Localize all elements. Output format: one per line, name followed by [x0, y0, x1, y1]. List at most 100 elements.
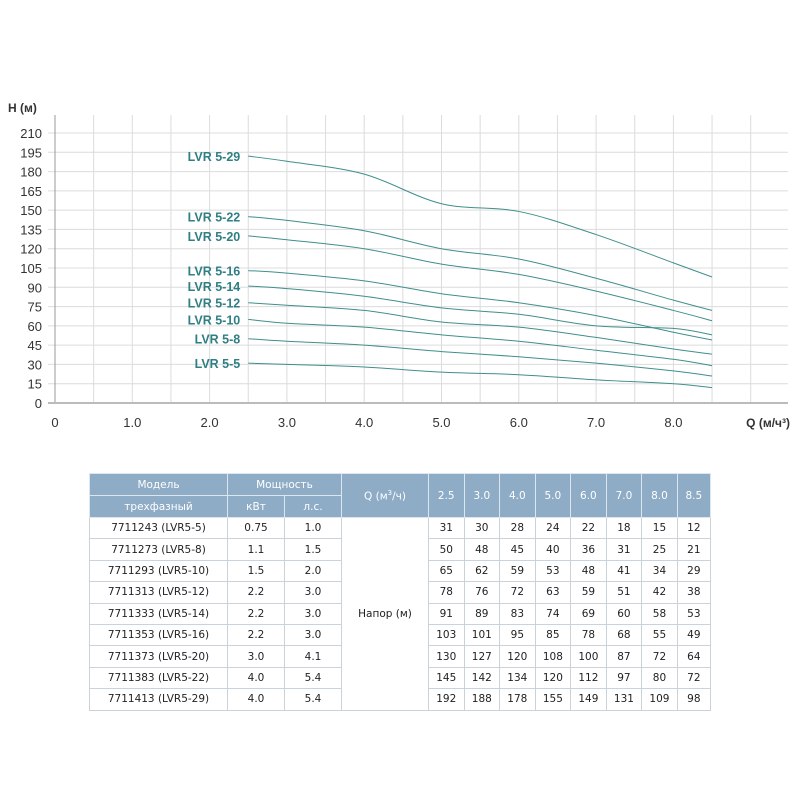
model-cell: 7711353 (LVR5-16)	[89, 623, 228, 647]
hp-cell: 3.0	[284, 623, 342, 647]
header-hp: л.с.	[284, 495, 342, 518]
head-value-cell: 12	[676, 516, 712, 540]
head-value-cell: 53	[676, 602, 712, 625]
x-tick-label: 3.0	[278, 415, 296, 430]
series-line	[248, 318, 713, 367]
model-cell: 7711273 (LVR5-8)	[89, 538, 228, 561]
kw-cell: 4.0	[227, 666, 285, 690]
series-line	[248, 338, 713, 377]
model-cell: 7711413 (LVR5-29)	[89, 688, 228, 711]
y-tick-label: 60	[28, 319, 42, 334]
pump-data-table: Модель Мощность Q (м3/ч) 2.5 3.0 4.0 5.0…	[89, 473, 712, 711]
y-tick-label: 105	[20, 261, 42, 276]
x-tick-label: 4.0	[355, 415, 373, 430]
table-row: 7711313 (LVR5-12) 2.2 3.0 78 76 72 63 59 51 42 38	[89, 581, 712, 604]
header-power: Мощность	[227, 473, 342, 496]
head-value-cell: 101	[463, 623, 501, 647]
kw-cell: 4.0	[227, 688, 285, 711]
head-value-cell: 131	[605, 688, 643, 711]
head-value-cell: 100	[570, 645, 607, 668]
head-value-cell: 58	[641, 602, 678, 625]
series-label: LVR 5-8	[195, 333, 241, 347]
y-tick-label: 0	[35, 396, 42, 411]
table-row: 7711243 (LVR5-5) 0.75 1.0 Напор (м) 31 30 28 24…	[89, 516, 712, 711]
y-tick-label: 75	[28, 300, 42, 315]
header-q-value: 4.0	[499, 473, 536, 518]
hp-cell: 1.5	[284, 538, 342, 561]
y-tick-label: 120	[20, 242, 42, 257]
head-value-cell: 18	[605, 516, 643, 540]
head-value-cell: 108	[534, 645, 572, 668]
header-q-value: 3.0	[463, 473, 501, 518]
x-tick-label: 6.0	[510, 415, 528, 430]
y-tick-label: 150	[20, 203, 42, 218]
head-value-cell: 130	[428, 645, 465, 668]
x-tick-label: 8.0	[664, 415, 682, 430]
model-cell: 7711293 (LVR5-10)	[89, 559, 228, 583]
head-value-cell: 76	[463, 581, 501, 604]
series-label: LVR 5-12	[188, 297, 241, 311]
model-cell: 7711243 (LVR5-5)	[89, 516, 228, 540]
y-tick-label: 195	[20, 145, 42, 160]
x-tick-label: 7.0	[587, 415, 605, 430]
head-value-cell: 59	[570, 581, 607, 604]
kw-cell: 1.1	[227, 538, 285, 561]
hp-cell: 3.0	[284, 602, 342, 625]
y-tick-label: 135	[20, 222, 42, 237]
kw-cell: 2.2	[227, 581, 285, 604]
head-value-cell: 178	[499, 688, 536, 711]
series-label: LVR 5-14	[188, 280, 241, 294]
series-line	[248, 285, 713, 336]
head-value-cell: 87	[605, 645, 643, 668]
hp-cell: 2.0	[284, 559, 342, 583]
series-line	[248, 235, 713, 322]
y-tick-label: 30	[28, 357, 42, 372]
table-row: 7711373 (LVR5-20) 3.0 4.1 130 127 120 108 100 87…	[89, 645, 712, 668]
model-cell: 7711383 (LVR5-22)	[89, 666, 228, 690]
head-value-cell: 192	[428, 688, 465, 711]
head-value-cell: 98	[676, 688, 712, 711]
head-value-cell: 145	[428, 666, 465, 690]
table-row: 7711333 (LVR5-14) 2.2 3.0 91 89 83 74 69 60 58 53	[89, 602, 712, 625]
hp-cell: 4.1	[284, 645, 342, 668]
head-value-cell: 134	[499, 666, 536, 690]
head-value-cell: 62	[463, 559, 501, 583]
series-line	[248, 155, 713, 278]
series-label: LVR 5-22	[188, 211, 241, 225]
head-value-cell: 31	[605, 538, 643, 561]
head-value-cell: 51	[605, 581, 643, 604]
head-value-cell: 120	[499, 645, 536, 668]
head-value-cell: 29	[676, 559, 712, 583]
header-q-value: 7.0	[605, 473, 643, 518]
head-value-cell: 83	[499, 602, 536, 625]
head-value-cell: 85	[534, 623, 572, 647]
hp-cell: 3.0	[284, 581, 342, 604]
head-value-cell: 68	[605, 623, 643, 647]
head-value-cell: 38	[676, 581, 712, 604]
head-value-cell: 89	[463, 602, 501, 625]
series-line	[248, 270, 713, 341]
header-kw: кВт	[227, 495, 285, 518]
head-value-cell: 21	[676, 538, 712, 561]
model-cell: 7711313 (LVR5-12)	[89, 581, 228, 604]
head-value-cell: 72	[676, 666, 712, 690]
y-tick-label: 180	[20, 165, 42, 180]
head-value-cell: 28	[499, 516, 536, 540]
kw-cell: 3.0	[227, 645, 285, 668]
series-line	[248, 302, 713, 355]
head-value-cell: 69	[570, 602, 607, 625]
kw-cell: 2.2	[227, 602, 285, 625]
y-tick-label: 210	[20, 126, 42, 141]
series-label: LVR 5-20	[188, 230, 241, 244]
head-value-cell: 59	[499, 559, 536, 583]
head-label-cell: Напор (м)	[341, 517, 429, 711]
head-value-cell: 41	[605, 559, 643, 583]
head-value-cell: 91	[428, 602, 465, 625]
x-tick-label: 2.0	[201, 415, 219, 430]
series-line	[248, 362, 713, 389]
y-axis-label: H (м)	[8, 101, 37, 115]
head-value-cell: 49	[676, 623, 712, 647]
kw-cell: 1.5	[227, 559, 285, 583]
head-value-cell: 149	[570, 688, 607, 711]
x-tick-label: 0	[51, 415, 58, 430]
